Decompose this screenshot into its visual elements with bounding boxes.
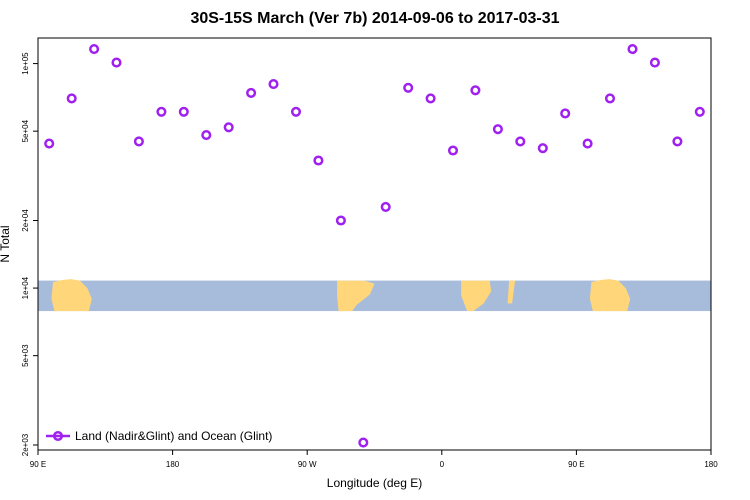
data-point [246,87,257,98]
data-point [403,82,414,93]
land-australia [51,279,92,312]
data-point [560,108,571,119]
data-point [66,93,77,104]
data-point [649,57,660,68]
land-africa [461,280,492,312]
land-australia-repeat [589,279,631,312]
data-point [313,155,324,166]
x-tick-label: 0 [440,460,445,469]
y-tick-label: 5e+03 [21,344,30,367]
data-point [604,93,616,104]
y-axis-title: N Total [0,225,12,262]
x-tick-label: 180 [166,460,180,469]
x-tick-label: 90 E [568,460,584,469]
data-point [290,106,302,117]
legend: Land (Nadir&Glint) and Ocean (Glint) [46,429,272,443]
data-point [627,44,638,55]
legend-label: Land (Nadir&Glint) and Ocean (Glint) [75,429,272,443]
data-point [380,201,391,212]
y-axis: 2e+03 5e+03 1e+04 2e+04 5e+04 1e+05 [21,52,38,456]
x-axis: 90 E 180 90 W 0 90 E 180 [30,450,718,469]
data-point [133,136,144,147]
y-tick-label: 1e+04 [21,276,30,299]
data-point [447,145,459,156]
land-south-america [337,280,375,312]
data-point [537,143,548,154]
data-point [156,106,167,117]
land-madagascar [507,280,516,304]
chart-title: 30S-15S March (Ver 7b) 2014-09-06 to 201… [190,10,560,27]
data-point [582,138,593,149]
data-point [470,85,481,96]
y-tick-label: 2e+04 [21,209,30,232]
data-point [223,122,234,133]
data-point [358,437,369,448]
y-tick-label: 1e+05 [21,52,30,75]
data-point [111,57,122,68]
data-point [425,93,436,104]
legend-marker [52,430,64,442]
data-point [492,124,503,135]
y-tick-label: 2e+03 [21,433,30,456]
data-point [694,106,705,117]
data-point [672,136,683,147]
data-point [201,130,212,141]
plot-frame [37,37,712,451]
x-tick-label: 90 E [30,460,46,469]
data-points [44,44,705,448]
data-point [515,136,526,147]
data-point [178,106,189,117]
x-tick-label: 90 W [298,460,317,469]
data-point [268,79,279,90]
data-point [44,138,55,149]
data-point [89,44,100,55]
world-map-band [38,279,711,312]
y-tick-label: 5e+04 [21,119,30,142]
x-tick-label: 180 [704,460,718,469]
data-point [335,215,346,226]
x-axis-title: Longitude (deg E) [327,476,422,490]
